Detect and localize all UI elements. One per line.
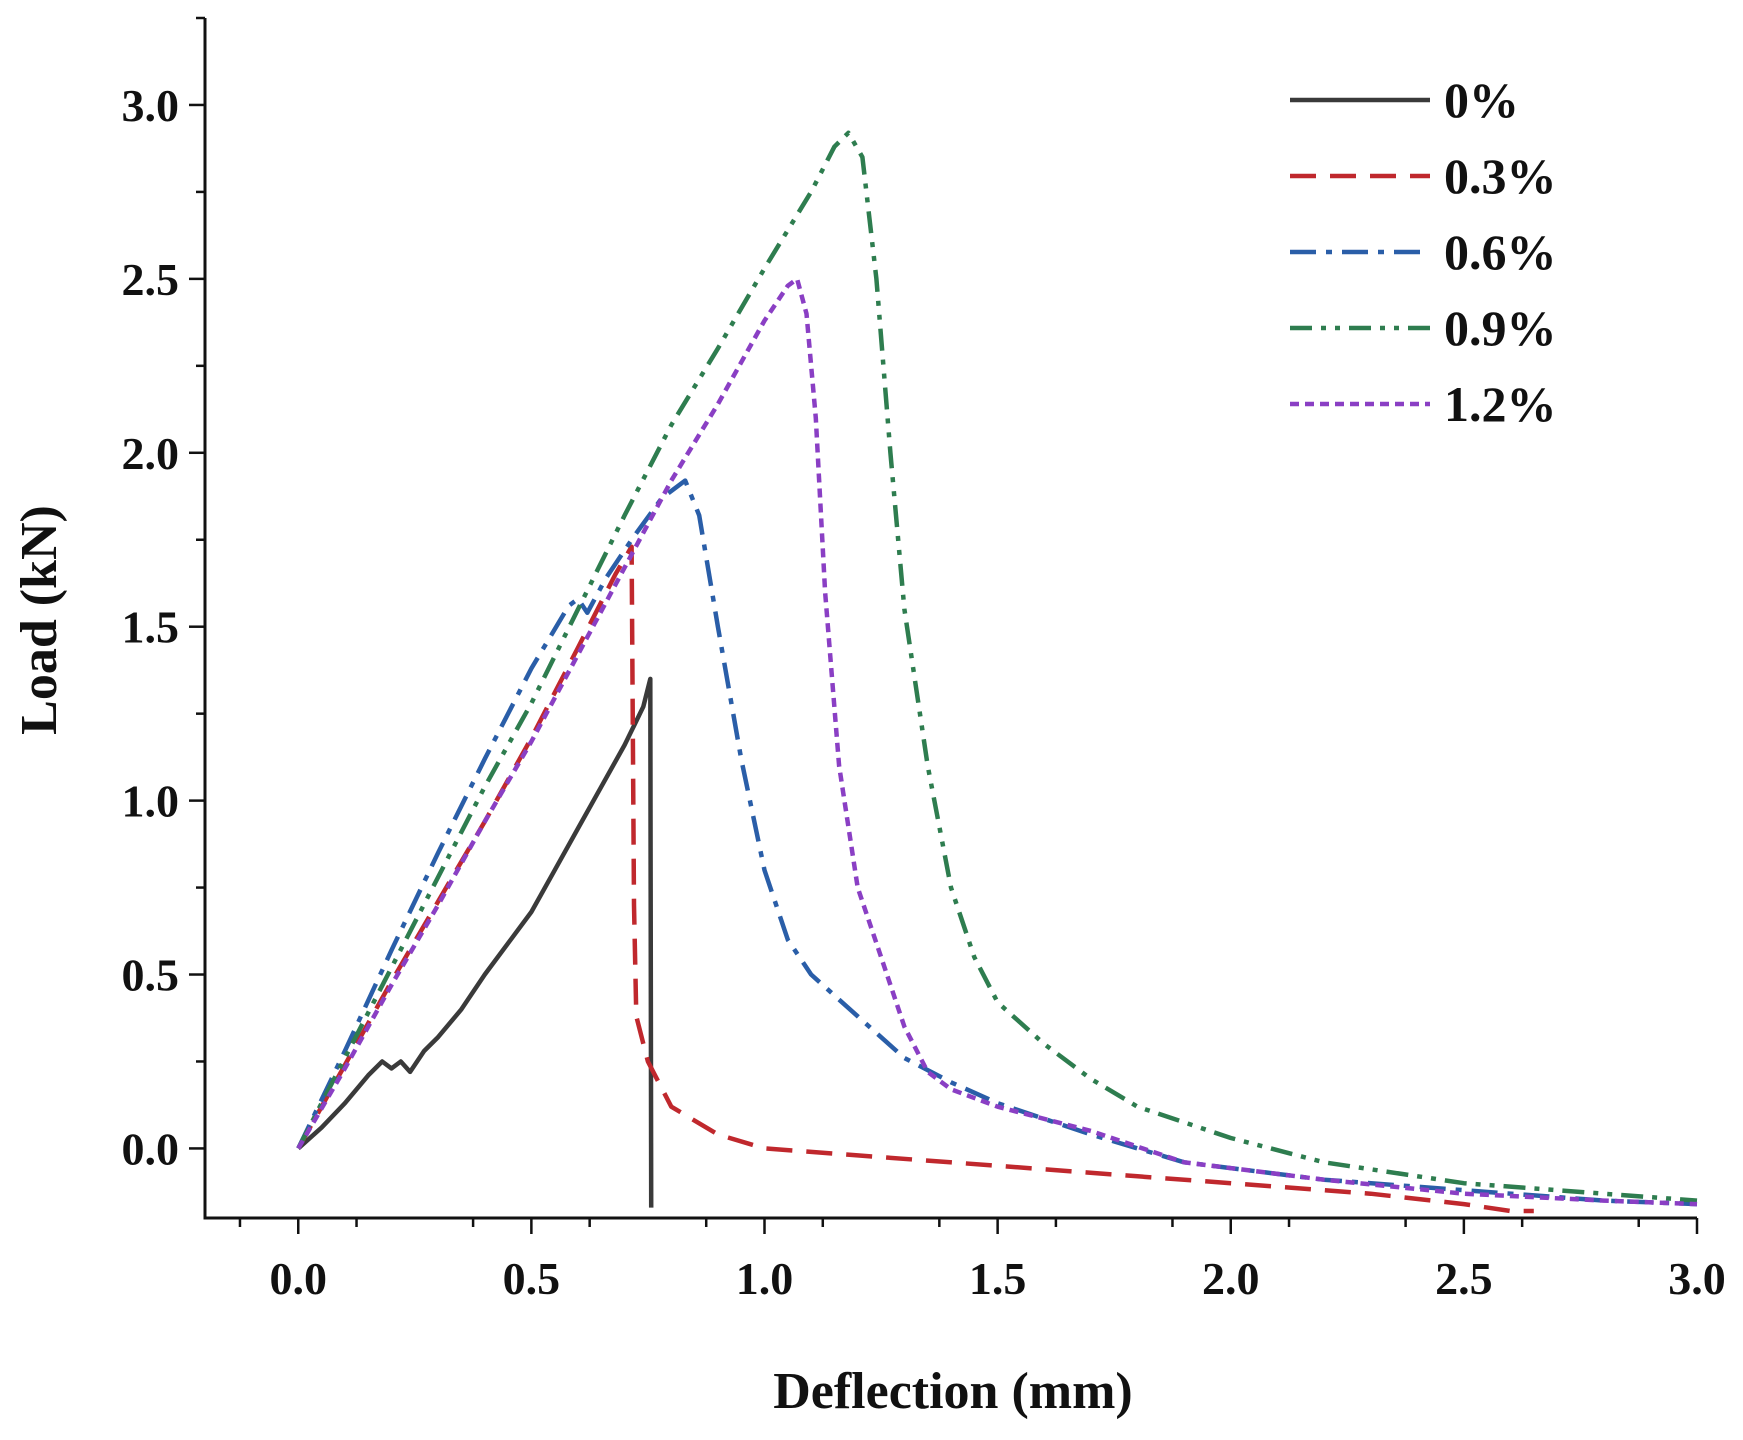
axis-frame [203, 18, 1697, 1220]
y-tick-label: 1.0 [122, 776, 180, 827]
x-tick-label: 2.5 [1435, 1253, 1493, 1304]
x-tick-label: 3.0 [1668, 1253, 1726, 1304]
x-tick-label: 0.0 [270, 1253, 328, 1304]
legend-label-3: 0.9% [1444, 300, 1557, 356]
y-tick-label: 2.5 [122, 254, 180, 305]
x-tick-label: 1.5 [969, 1253, 1027, 1304]
legend-label-4: 1.2% [1444, 376, 1557, 432]
series-line-3 [296, 130, 1698, 1203]
x-axis-label: Deflection (mm) [773, 1363, 1133, 1420]
y-tick-label: 3.0 [122, 80, 180, 131]
legend-label-2: 0.6% [1444, 224, 1557, 280]
y-axis-label: Load (kN) [11, 505, 68, 735]
y-tick-label: 2.0 [122, 428, 180, 479]
legend-label-1: 0.3% [1444, 148, 1557, 204]
series-line-2 [296, 478, 1698, 1207]
axes-layer [203, 18, 1697, 1220]
series-line-1 [296, 544, 1534, 1214]
y-tick-label: 0.5 [122, 950, 180, 1001]
ticks-layer: 0.0 0.5 1.0 1.5 2.0 2.5 3.0 0.0 0.5 1.0 1.5 2.0 2.5 3… [122, 16, 1726, 1304]
legend: 0% 0.3% 0.6% 0.9% 1.2% [1290, 72, 1557, 432]
x-tick-label: 1.0 [736, 1253, 794, 1304]
legend-label-0: 0% [1444, 72, 1519, 128]
y-tick-label: 0.0 [122, 1123, 180, 1174]
series-line-0 [296, 676, 654, 1208]
series-layer [296, 130, 1698, 1214]
x-tick-label: 2.0 [1202, 1253, 1260, 1304]
series-line-4 [296, 276, 1698, 1207]
y-tick-label: 1.5 [122, 602, 180, 653]
x-tick-label: 0.5 [503, 1253, 561, 1304]
